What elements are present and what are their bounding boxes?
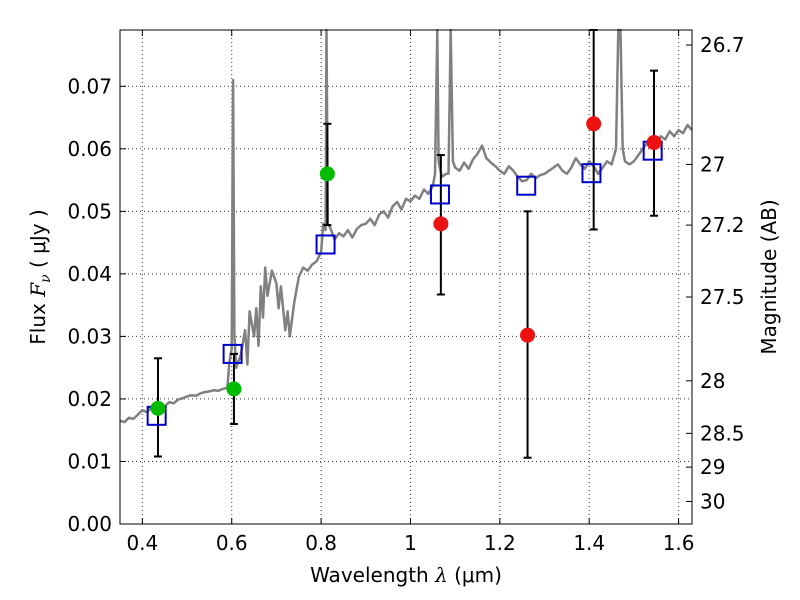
x-tick-label: 1.6	[663, 531, 695, 555]
x-tick-label: 0.8	[305, 531, 337, 555]
model-square-marker	[581, 163, 602, 184]
y2-tick-label: 27.2	[700, 213, 745, 237]
y2-tick-label: 30	[700, 489, 725, 513]
y2-tick-label: 27	[700, 152, 725, 176]
green-data-point	[150, 400, 166, 416]
plot-frame	[119, 29, 693, 525]
y-tick-label: 0.02	[67, 387, 112, 411]
y-tick-label: 0.01	[67, 449, 112, 473]
model-square-marker	[516, 175, 537, 196]
red-data-point	[586, 116, 602, 132]
points-layer	[146, 116, 663, 426]
y-tick-label: 0.04	[67, 262, 112, 286]
model-square-marker	[429, 184, 450, 205]
x-axis-title: Wavelength λ (μm)	[310, 563, 502, 587]
y-axis-ticks: 0.00 0.01 0.02 0.03 0.04 0.05 0.06 0.07	[67, 74, 126, 536]
y2-axis-ticks: 26.7 27 27.2 27.5 28 28.5 29 30	[686, 33, 745, 513]
y-tick-label: 0.00	[67, 512, 112, 536]
x-tick-label: 1.4	[573, 531, 605, 555]
y-tick-label: 0.03	[67, 324, 112, 348]
model-square-marker	[315, 234, 336, 255]
x-tick-label: 1.2	[484, 531, 516, 555]
y2-tick-label: 27.5	[700, 285, 745, 309]
x-tick-label: 0.6	[216, 531, 248, 555]
x-axis-ticks: 0.4 0.6 0.8 1 1.2 1.4 1.6	[126, 30, 695, 555]
y-tick-label: 0.06	[67, 137, 112, 161]
red-data-point	[646, 135, 662, 151]
model-square-marker	[222, 343, 243, 364]
green-data-point	[226, 381, 242, 397]
green-data-point	[319, 166, 335, 182]
y2-tick-label: 26.7	[700, 33, 745, 57]
y2-axis-title: Magnitude (AB)	[757, 199, 781, 354]
red-data-point	[520, 327, 536, 343]
x-tick-label: 0.4	[126, 531, 158, 555]
y-tick-label: 0.07	[67, 74, 112, 98]
y2-tick-label: 28	[700, 369, 725, 393]
y-axis-title: Flux Fν ( μJy )	[26, 209, 54, 344]
x-tick-label: 1	[404, 531, 417, 555]
y-tick-label: 0.05	[67, 199, 112, 223]
y2-tick-label: 28.5	[700, 421, 745, 445]
y2-tick-label: 29	[700, 455, 725, 479]
plot-background	[120, 30, 692, 524]
red-data-point	[433, 216, 449, 232]
